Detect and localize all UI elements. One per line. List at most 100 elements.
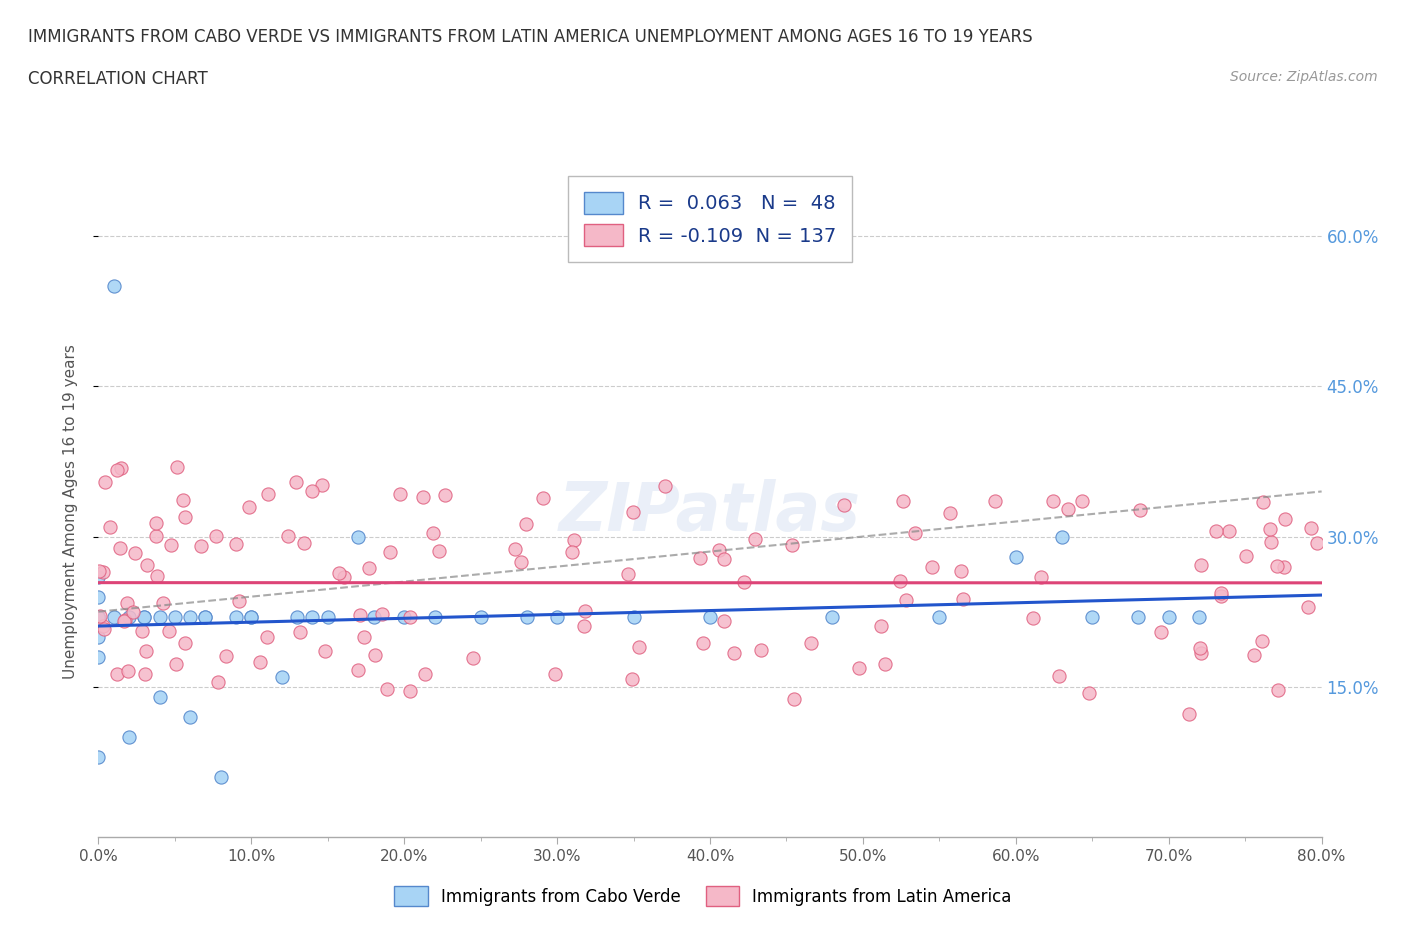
Point (1258, 522, 1281, 537)
Point (1306, 536, 1329, 551)
Text: Source: ZipAtlas.com: Source: ZipAtlas.com (1230, 70, 1378, 84)
Point (463, 651, 485, 666)
Point (423, 609, 446, 624)
Text: ZIPatlas: ZIPatlas (560, 479, 860, 544)
Text: CORRELATION CHART: CORRELATION CHART (28, 70, 208, 87)
Point (949, 564, 972, 578)
Point (157, 623, 180, 638)
Point (285, 474, 308, 489)
Point (256, 630, 278, 644)
Point (371, 606, 394, 621)
Point (363, 648, 385, 663)
Point (152, 595, 174, 610)
Point (122, 604, 145, 619)
Point (108, 540, 131, 555)
Point (131, 623, 153, 638)
Point (1004, 549, 1026, 564)
Point (179, 609, 201, 624)
Point (91, 619, 114, 634)
Point (516, 609, 538, 624)
Legend: R =  0.063   N =  48, R = -0.109  N = 137: R = 0.063 N = 48, R = -0.109 N = 137 (568, 176, 852, 262)
Point (209, 769, 232, 784)
Point (103, 279, 125, 294)
Point (832, 498, 855, 512)
Point (145, 516, 167, 531)
Point (238, 499, 260, 514)
Point (561, 545, 583, 560)
Point (136, 558, 159, 573)
Point (349, 607, 371, 622)
Point (388, 486, 411, 501)
Point (800, 636, 823, 651)
Point (470, 609, 492, 624)
Point (105, 463, 128, 478)
Point (301, 609, 323, 624)
Point (240, 609, 263, 624)
Point (531, 490, 554, 505)
Point (94, 474, 117, 489)
Point (112, 614, 135, 629)
Point (87, 750, 110, 764)
Point (134, 609, 156, 624)
Point (1128, 609, 1150, 624)
Point (163, 609, 186, 624)
Point (1234, 549, 1257, 564)
Point (713, 551, 735, 566)
Point (904, 526, 927, 541)
Point (1081, 609, 1104, 624)
Point (207, 674, 229, 689)
Point (413, 667, 436, 682)
Point (654, 479, 676, 494)
Point (118, 609, 141, 624)
Point (277, 528, 299, 543)
Point (939, 506, 962, 521)
Point (87, 609, 110, 624)
Point (889, 574, 911, 589)
Point (363, 609, 385, 624)
Point (190, 538, 212, 553)
Point (118, 729, 141, 744)
Point (623, 609, 645, 624)
Point (744, 531, 766, 546)
Point (375, 682, 398, 697)
Point (1150, 624, 1173, 639)
Point (301, 484, 323, 498)
Point (353, 630, 375, 644)
Point (135, 644, 157, 658)
Point (87, 564, 110, 578)
Point (146, 568, 169, 583)
Point (346, 662, 368, 677)
Point (392, 609, 416, 624)
Point (114, 613, 136, 628)
Point (179, 710, 201, 724)
Point (134, 667, 156, 682)
Point (1189, 641, 1212, 656)
Point (783, 692, 806, 707)
Point (1188, 609, 1211, 624)
Point (205, 529, 228, 544)
Point (1178, 707, 1201, 722)
Point (333, 569, 356, 584)
Point (173, 636, 195, 651)
Point (1057, 501, 1080, 516)
Point (873, 658, 896, 672)
Point (1251, 633, 1274, 648)
Point (87, 609, 110, 624)
Point (733, 575, 755, 590)
Text: IMMIGRANTS FROM CABO VERDE VS IMMIGRANTS FROM LATIN AMERICA UNEMPLOYMENT AMONG A: IMMIGRANTS FROM CABO VERDE VS IMMIGRANTS… (28, 28, 1033, 46)
Point (1047, 669, 1070, 684)
Point (285, 609, 308, 624)
Point (562, 533, 585, 548)
Point (174, 510, 197, 525)
Point (93, 622, 115, 637)
Point (1205, 524, 1227, 538)
Point (1042, 493, 1064, 508)
Point (713, 614, 735, 629)
Point (117, 595, 139, 610)
Point (983, 494, 1005, 509)
Point (628, 640, 651, 655)
Point (1265, 558, 1288, 573)
Point (546, 609, 568, 624)
Point (249, 655, 271, 670)
Point (433, 488, 456, 503)
